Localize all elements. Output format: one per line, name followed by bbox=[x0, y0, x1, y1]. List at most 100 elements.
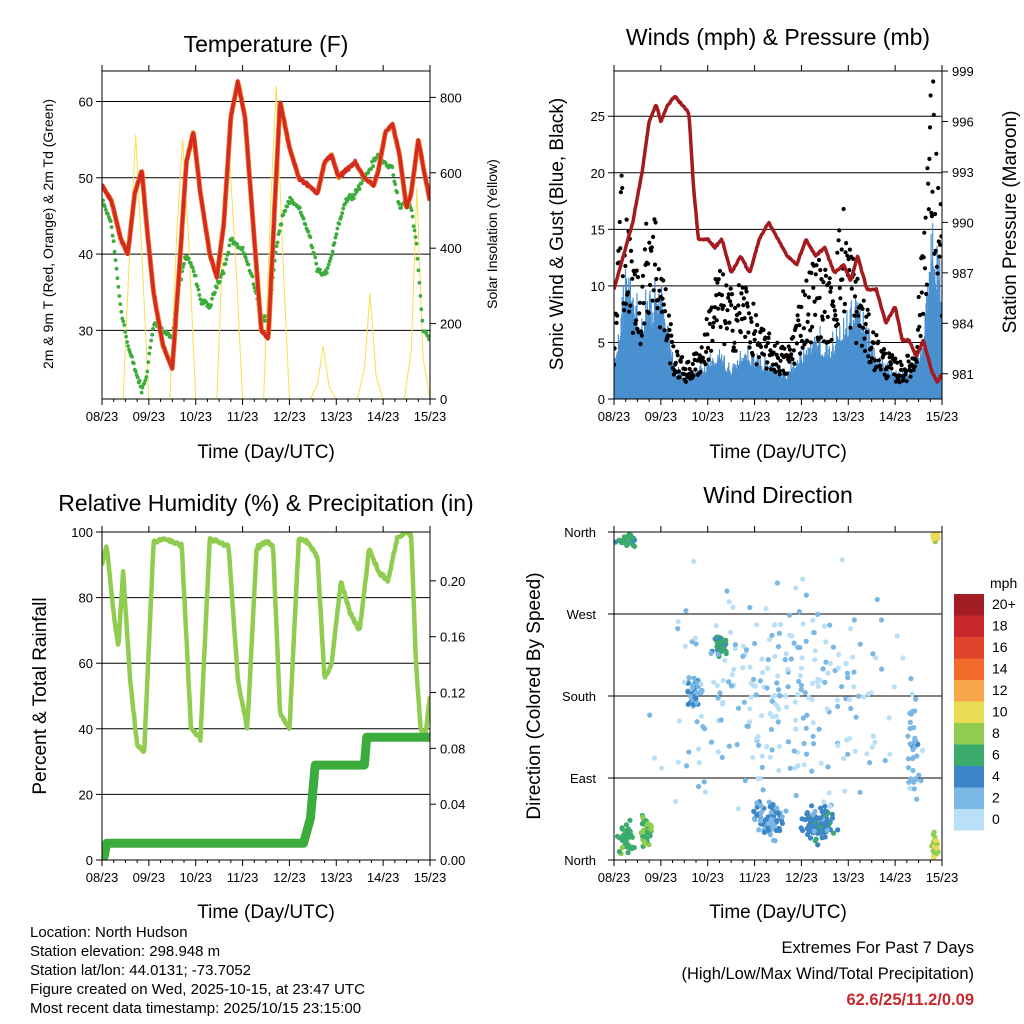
solar-insolation-line bbox=[102, 85, 430, 399]
colorbar-swatch bbox=[954, 680, 984, 702]
wind-direction-point bbox=[759, 753, 765, 759]
gust-point bbox=[657, 288, 662, 293]
gust-point bbox=[883, 351, 888, 356]
winds-frame bbox=[613, 70, 943, 400]
wind-direction-point bbox=[708, 739, 715, 745]
dewpoint-point bbox=[417, 280, 422, 285]
gust-point bbox=[743, 334, 748, 339]
wind-direction-point bbox=[894, 633, 900, 639]
wind-direction-point bbox=[774, 580, 781, 586]
gust-point bbox=[710, 324, 716, 330]
gust-point bbox=[818, 268, 823, 273]
gust-point bbox=[716, 306, 721, 311]
gust-point bbox=[736, 303, 741, 308]
gust-point bbox=[617, 219, 622, 225]
wind-direction-point bbox=[623, 822, 630, 828]
wind-direction-point bbox=[800, 576, 806, 582]
gust-point bbox=[754, 362, 759, 367]
gust-point bbox=[927, 156, 932, 161]
gust-point bbox=[614, 362, 617, 367]
gust-point bbox=[713, 277, 718, 282]
wind-direction-point bbox=[719, 754, 725, 761]
wind-direction-point bbox=[672, 798, 679, 805]
wind-direction-point bbox=[911, 786, 917, 792]
wind-direction-point bbox=[811, 828, 817, 834]
humidity-xtick-label: 09/23 bbox=[133, 870, 166, 885]
dewpoint-point bbox=[148, 345, 153, 350]
gust-point bbox=[901, 375, 906, 380]
dewpoint-point bbox=[142, 381, 147, 386]
dewpoint-point bbox=[318, 267, 322, 272]
gust-point bbox=[709, 305, 714, 310]
wind-direction-point bbox=[798, 687, 804, 693]
gust-point bbox=[898, 359, 903, 364]
gust-point bbox=[706, 357, 711, 362]
wind-direction-point bbox=[910, 725, 916, 731]
wind-direction-point bbox=[693, 690, 699, 696]
dewpoint-point bbox=[409, 208, 414, 213]
dewpoint-point bbox=[391, 173, 396, 178]
dewpoint-point bbox=[150, 332, 155, 337]
winds-xtick-label: 08/23 bbox=[598, 409, 631, 424]
colorbar-label: 14 bbox=[992, 661, 1008, 677]
dewpoint-point bbox=[395, 190, 400, 195]
wind-direction-point bbox=[627, 817, 633, 823]
gust-point bbox=[917, 313, 923, 318]
gust-point bbox=[649, 248, 654, 253]
wind-direction-point bbox=[789, 633, 795, 639]
wind-direction-point bbox=[795, 644, 801, 650]
gust-point bbox=[656, 267, 661, 272]
wind-direction-point bbox=[698, 681, 704, 687]
wind-direction-point bbox=[698, 689, 704, 696]
dewpoint-point bbox=[329, 253, 334, 258]
humidity-ytick-label: 20 bbox=[79, 787, 93, 802]
dewpoint-point bbox=[112, 249, 117, 254]
gust-point bbox=[873, 358, 878, 363]
wind-direction-point bbox=[851, 684, 857, 690]
wind-direction-point bbox=[853, 714, 859, 720]
humidity-xtick-label: 08/23 bbox=[86, 870, 119, 885]
gust-point bbox=[842, 301, 848, 307]
gust-point bbox=[843, 250, 848, 255]
dewpoint-point bbox=[416, 268, 421, 273]
gust-point bbox=[723, 321, 728, 326]
gust-point bbox=[839, 247, 844, 252]
gust-point bbox=[936, 185, 941, 191]
gust-point bbox=[625, 290, 631, 295]
gust-point bbox=[680, 355, 685, 360]
winds-y2tick-label: 987 bbox=[952, 266, 974, 281]
gust-point bbox=[733, 305, 738, 311]
dewpoint-point bbox=[337, 222, 342, 226]
wind-direction-point bbox=[842, 788, 848, 794]
gust-point bbox=[748, 340, 753, 345]
gust-point bbox=[874, 333, 879, 338]
dewpoint-point bbox=[240, 245, 245, 250]
gust-point bbox=[671, 344, 676, 349]
dewpoint-point bbox=[314, 261, 319, 266]
wind-direction-point bbox=[640, 827, 646, 834]
wind-direction-point bbox=[713, 623, 720, 629]
dewpoint-point bbox=[341, 206, 346, 211]
wind-direction-point bbox=[788, 656, 794, 662]
dewpoint-point bbox=[209, 303, 213, 308]
wind-direction-point bbox=[619, 826, 625, 832]
wind-direction-point bbox=[696, 760, 702, 766]
gust-point bbox=[933, 211, 938, 217]
wind-direction-point bbox=[810, 680, 816, 687]
wind-direction-point bbox=[752, 683, 759, 689]
gust-point bbox=[717, 268, 723, 274]
wind-direction-point bbox=[823, 639, 829, 645]
gust-point bbox=[861, 325, 866, 331]
dewpoint-point bbox=[144, 375, 149, 379]
wind-direction-point bbox=[800, 621, 806, 627]
direction-xtick-label: 11/23 bbox=[739, 870, 771, 885]
gust-point bbox=[782, 346, 787, 351]
gust-point bbox=[799, 304, 804, 310]
humidity-xlabel: Time (Day/UTC) bbox=[197, 902, 335, 923]
wind-direction-point bbox=[806, 695, 812, 701]
wind-direction-point bbox=[810, 617, 816, 623]
wind-direction-point bbox=[714, 682, 720, 689]
wind-direction-point bbox=[715, 749, 721, 755]
dewpoint-point bbox=[130, 354, 134, 359]
wind-direction-point bbox=[740, 643, 747, 649]
